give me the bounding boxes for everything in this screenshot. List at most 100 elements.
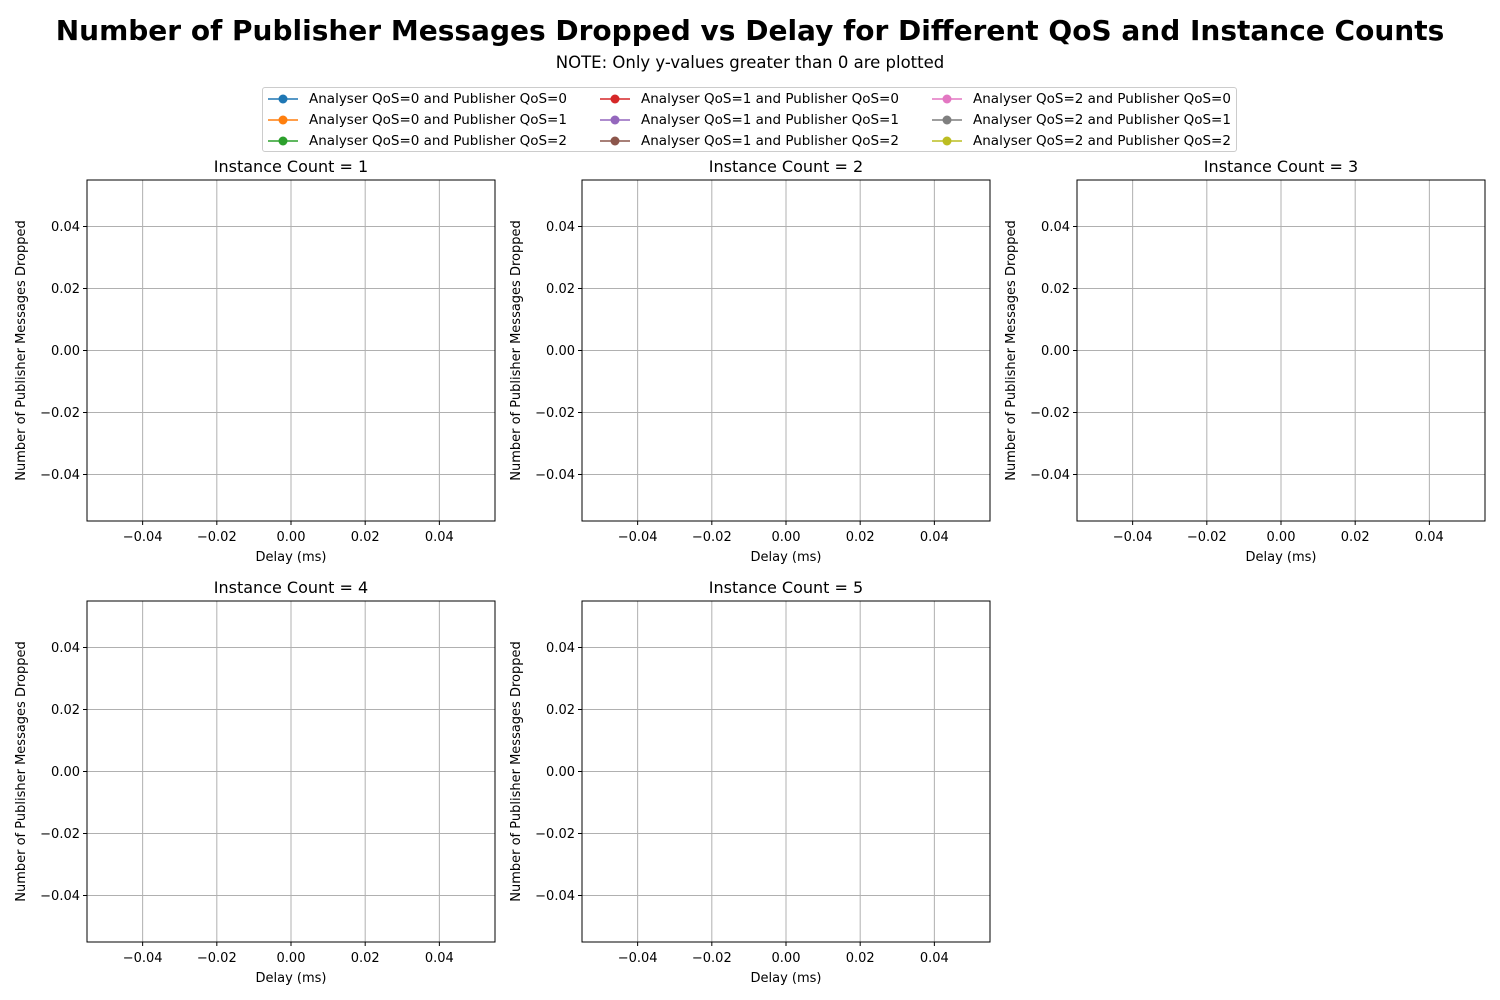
y-axis-label: Number of Publisher Messages Dropped [1004,220,1019,481]
legend-item: Analyser QoS=2 and Publisher QoS=1 [931,110,1231,130]
y-tick-label: 0.02 [1041,282,1070,297]
y-tick-label: −0.04 [40,889,80,904]
y-tick-label: 0.02 [546,282,575,297]
legend-item: Analyser QoS=1 and Publisher QoS=1 [599,110,899,130]
subplot-title: Instance Count = 5 [709,578,863,597]
legend-item: Analyser QoS=2 and Publisher QoS=0 [931,89,1231,109]
legend-label: Analyser QoS=2 and Publisher QoS=1 [973,112,1231,128]
legend-label: Analyser QoS=2 and Publisher QoS=2 [973,133,1231,149]
x-axis-label: Delay (ms) [751,550,822,565]
subplot-title: Instance Count = 1 [214,157,368,176]
subplot-title: Instance Count = 3 [1204,157,1358,176]
y-tick-label: 0.02 [546,703,575,718]
y-axis-label: Number of Publisher Messages Dropped [509,220,524,481]
legend-item: Analyser QoS=0 and Publisher QoS=1 [267,110,567,130]
figure-note: NOTE: Only y-values greater than 0 are p… [555,53,945,72]
legend-line-marker-icon [268,94,298,104]
subplot-5: −0.04 −0.02 0.00 0.02 0.04 −0.04 −0.02 0.00 0.02… [509,578,991,986]
x-tick-label: −0.02 [197,530,237,545]
x-axis-label: Delay (ms) [256,971,327,986]
y-tick-label: 0.00 [546,765,575,780]
legend-label: Analyser QoS=1 and Publisher QoS=2 [641,133,899,149]
y-tick-label: −0.04 [40,468,80,483]
legend-line-marker-icon [932,136,962,146]
legend-label: Analyser QoS=0 and Publisher QoS=0 [309,91,567,107]
legend-item: Analyser QoS=1 and Publisher QoS=2 [599,131,899,151]
x-tick-label: 0.04 [920,530,949,545]
x-tick-label: 0.02 [351,530,380,545]
legend-label: Analyser QoS=1 and Publisher QoS=0 [641,91,899,107]
legend-line-marker-icon [268,136,298,146]
subplot-3: −0.04 −0.02 0.00 0.02 0.04 −0.04 −0.02 0.00 0.02… [1004,157,1486,565]
legend-item: Analyser QoS=1 and Publisher QoS=0 [599,89,899,109]
legend-label: Analyser QoS=0 and Publisher QoS=2 [309,133,567,149]
legend-line-marker-icon [932,115,962,125]
legend-line-marker-icon [268,115,298,125]
y-axis-label: Number of Publisher Messages Dropped [14,641,29,902]
legend: Analyser QoS=0 and Publisher QoS=0 Analys… [262,87,1237,152]
x-axis-label: Delay (ms) [1246,550,1317,565]
y-tick-label: 0.02 [51,282,80,297]
y-tick-label: −0.02 [1030,406,1070,421]
x-tick-label: −0.02 [692,530,732,545]
y-tick-label: 0.04 [51,641,80,656]
legend-item: Analyser QoS=0 and Publisher QoS=2 [267,131,567,151]
x-tick-label: −0.04 [123,951,163,966]
x-tick-label: 0.00 [1267,530,1296,545]
x-tick-label: 0.02 [846,951,875,966]
y-tick-label: 0.04 [51,220,80,235]
subplot-1: −0.04 −0.02 0.00 0.02 0.04 −0.04 −0.02 0.00 0.02… [14,157,496,565]
legend-line-marker-icon [932,94,962,104]
y-tick-label: 0.04 [1041,220,1070,235]
x-tick-label: 0.00 [772,951,801,966]
x-tick-label: −0.02 [1187,530,1227,545]
legend-label: Analyser QoS=1 and Publisher QoS=1 [641,112,899,128]
x-tick-label: −0.02 [692,951,732,966]
legend-label: Analyser QoS=0 and Publisher QoS=1 [309,112,567,128]
y-tick-label: 0.00 [546,344,575,359]
x-axis-label: Delay (ms) [256,550,327,565]
y-tick-label: 0.00 [51,765,80,780]
y-tick-label: 0.04 [546,220,575,235]
x-tick-label: −0.04 [123,530,163,545]
x-tick-label: 0.02 [1341,530,1370,545]
x-tick-label: 0.04 [425,951,454,966]
subplot-2: −0.04 −0.02 0.00 0.02 0.04 −0.04 −0.02 0.00 0.02… [509,157,991,565]
legend-item: Analyser QoS=0 and Publisher QoS=0 [267,89,567,109]
x-tick-label: 0.00 [277,951,306,966]
y-tick-label: 0.00 [1041,344,1070,359]
legend-item: Analyser QoS=2 and Publisher QoS=2 [931,131,1231,151]
y-tick-label: −0.02 [40,406,80,421]
x-tick-label: −0.04 [618,951,658,966]
y-tick-label: 0.02 [51,703,80,718]
x-tick-label: −0.04 [1113,530,1153,545]
y-tick-label: 0.04 [546,641,575,656]
legend-line-marker-icon [600,115,630,125]
y-tick-label: −0.02 [535,827,575,842]
y-tick-label: −0.02 [535,406,575,421]
x-axis-label: Delay (ms) [751,971,822,986]
y-axis-label: Number of Publisher Messages Dropped [14,220,29,481]
subplot-title: Instance Count = 2 [709,157,863,176]
x-tick-label: 0.04 [920,951,949,966]
x-tick-label: 0.04 [425,530,454,545]
y-tick-label: −0.04 [535,468,575,483]
legend-line-marker-icon [600,94,630,104]
x-tick-label: −0.02 [197,951,237,966]
x-tick-label: 0.04 [1415,530,1444,545]
legend-label: Analyser QoS=2 and Publisher QoS=0 [973,91,1231,107]
y-tick-label: −0.04 [1030,468,1070,483]
legend-line-marker-icon [600,136,630,146]
x-tick-label: 0.02 [846,530,875,545]
figure-title: Number of Publisher Messages Dropped vs … [55,14,1445,47]
x-tick-label: −0.04 [618,530,658,545]
x-tick-label: 0.00 [277,530,306,545]
x-tick-label: 0.02 [351,951,380,966]
y-tick-label: −0.04 [535,889,575,904]
y-tick-label: 0.00 [51,344,80,359]
subplot-title: Instance Count = 4 [214,578,368,597]
subplot-4: −0.04 −0.02 0.00 0.02 0.04 −0.04 −0.02 0.00 0.02… [14,578,496,986]
y-tick-label: −0.02 [40,827,80,842]
x-tick-label: 0.00 [772,530,801,545]
